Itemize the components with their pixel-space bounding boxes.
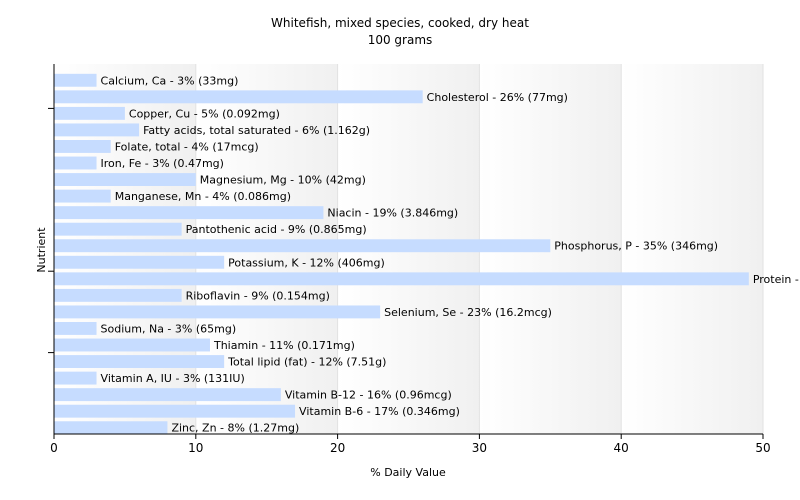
x-axis-label: % Daily Value [370, 466, 446, 479]
bar-label: Sodium, Na - 3% (65mg) [101, 322, 237, 335]
bar [54, 421, 168, 435]
bar-label: Copper, Cu - 5% (0.092mg) [129, 107, 280, 120]
bar [54, 123, 140, 137]
x-tick-label: 0 [50, 441, 58, 455]
bar [54, 272, 749, 286]
chart-title: Whitefish, mixed species, cooked, dry he… [271, 16, 529, 30]
bar-label: Folate, total - 4% (17mcg) [115, 140, 259, 153]
plot-band [621, 64, 763, 434]
bar-label: Phosphorus, P - 35% (346mg) [554, 240, 718, 253]
bar [54, 404, 296, 418]
bar [54, 322, 97, 335]
bar-label: Protein - 49% (24.47g) [753, 273, 800, 286]
bar [54, 239, 551, 253]
bar [54, 222, 182, 236]
bar-label: Vitamin A, IU - 3% (131IU) [101, 372, 245, 385]
bar [54, 305, 381, 319]
chart-subtitle: 100 grams [368, 33, 433, 47]
axes-group [48, 64, 763, 435]
bar [54, 255, 225, 269]
bar [54, 206, 324, 220]
bar [54, 338, 210, 352]
bar-label: Total lipid (fat) - 12% (7.51g) [227, 356, 386, 369]
x-tick-label: 40 [614, 441, 629, 455]
bar [54, 371, 97, 385]
bar [54, 355, 225, 368]
x-tick-label: 20 [330, 441, 345, 455]
bar [54, 140, 111, 153]
bar-label: Iron, Fe - 3% (0.47mg) [101, 157, 224, 170]
bar-label: Thiamin - 11% (0.171mg) [213, 339, 355, 352]
bars-group [54, 73, 749, 435]
bar [54, 388, 281, 402]
bar-label: Manganese, Mn - 4% (0.086mg) [115, 190, 291, 203]
bar [54, 288, 182, 302]
bar [54, 90, 423, 104]
y-axis-label: Nutrient [35, 227, 48, 273]
bar [54, 173, 196, 186]
bar-label: Vitamin B-12 - 16% (0.96mcg) [285, 389, 452, 402]
bar [54, 189, 111, 203]
x-ticks-group: 0 10 20 30 40 50 [50, 434, 771, 455]
bar-labels-group: Calcium, Ca - 3% (33mg) Cholesterol - 26%… [101, 74, 800, 434]
bar [54, 73, 97, 87]
bar-label: Calcium, Ca - 3% (33mg) [101, 74, 239, 87]
x-tick-label: 30 [472, 441, 487, 455]
bar-label: Selenium, Se - 23% (16.2mcg) [384, 306, 552, 319]
bar-label: Potassium, K - 12% (406mg) [228, 256, 385, 269]
bar [54, 106, 125, 120]
bar-label: Cholesterol - 26% (77mg) [427, 91, 568, 104]
x-tick-label: 50 [755, 441, 770, 455]
bar-label: Zinc, Zn - 8% (1.27mg) [171, 422, 299, 435]
bar [54, 156, 97, 170]
bar-label: Riboflavin - 9% (0.154mg) [186, 289, 330, 302]
bar-label: Magnesium, Mg - 10% (42mg) [200, 174, 366, 187]
bar-label: Niacin - 19% (3.846mg) [327, 207, 458, 220]
x-tick-label: 10 [188, 441, 203, 455]
bar-label: Fatty acids, total saturated - 6% (1.162… [143, 124, 370, 137]
bar-label: Pantothenic acid - 9% (0.865mg) [186, 223, 367, 236]
bar-label: Vitamin B-6 - 17% (0.346mg) [299, 405, 460, 418]
